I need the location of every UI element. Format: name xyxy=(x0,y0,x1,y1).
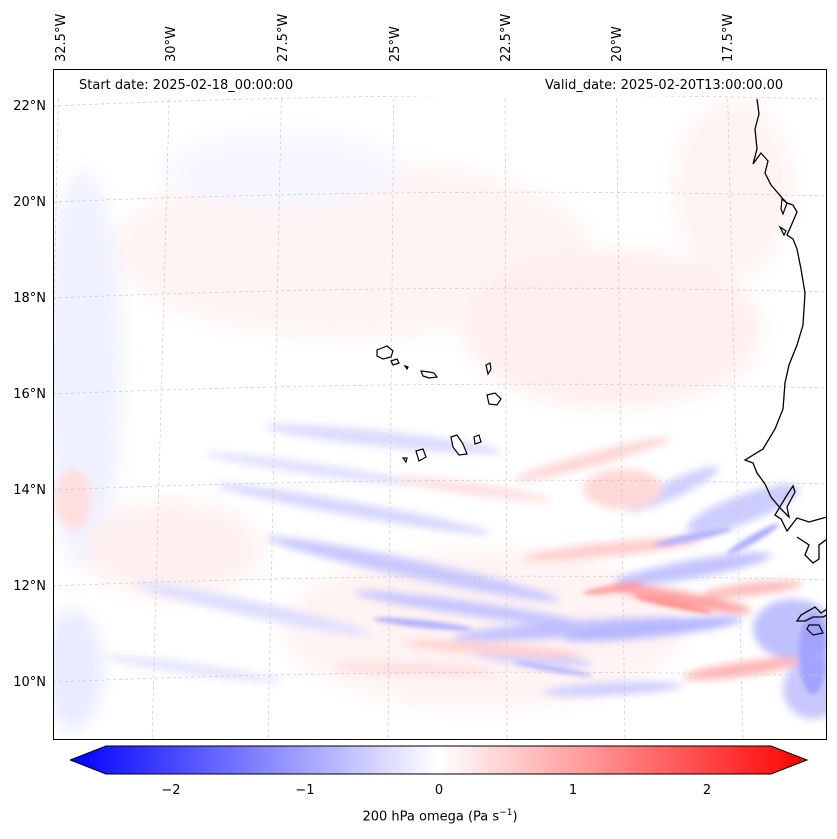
lon-label-22-5w: 22.5°W xyxy=(499,13,514,62)
lon-label-27-5w: 27.5°W xyxy=(276,13,291,62)
colorbar-tick-neg1: −1 xyxy=(295,783,315,798)
omega-field-bands xyxy=(55,424,827,719)
valid-date-label: Valid_date: 2025-02-20T13:00:00.00 xyxy=(545,78,784,93)
lat-label-20n: 20°N xyxy=(13,195,46,210)
omega-map xyxy=(53,69,827,740)
lat-label-16n: 16°N xyxy=(13,387,46,402)
colorbar-tick-2: 2 xyxy=(702,783,712,798)
start-date-label: Start date: 2025-02-18_00:00:00 xyxy=(79,78,294,93)
lon-label-32-5w: 32.5°W xyxy=(54,13,69,62)
lat-label-10n: 10°N xyxy=(13,675,46,690)
coast-islet xyxy=(778,197,824,636)
omega-field-broad xyxy=(53,99,793,729)
lat-label-22n: 22°N xyxy=(13,99,46,114)
header-strip xyxy=(53,69,827,96)
colorbar-label-close: ) xyxy=(512,809,518,825)
lon-label-17-5w: 17.5°W xyxy=(721,13,736,62)
map-border xyxy=(53,69,827,740)
colorbar-label-exponent: −1 xyxy=(499,808,513,818)
colorbar-tick-1: 1 xyxy=(568,783,578,798)
omega-field-detail xyxy=(373,523,827,694)
cape-verde-islands xyxy=(376,345,502,464)
colorbar-gradient xyxy=(70,745,809,775)
colorbar-tick-neg2: −2 xyxy=(161,783,181,798)
colorbar-label: 200 hPa omega (Pa s−1) xyxy=(0,808,837,824)
colorbar-tick-0: 0 xyxy=(434,783,444,798)
lat-label-18n: 18°N xyxy=(13,291,46,306)
lat-label-14n: 14°N xyxy=(13,483,46,498)
colorbar xyxy=(70,745,809,775)
gridlines xyxy=(53,69,827,740)
lon-label-25w: 25°W xyxy=(388,26,403,62)
africa-coastline xyxy=(743,98,827,622)
lon-label-30w: 30°W xyxy=(164,26,179,62)
lon-label-20w: 20°W xyxy=(610,26,625,62)
lat-label-12n: 12°N xyxy=(13,579,46,594)
colorbar-label-text: 200 hPa omega (Pa s xyxy=(362,809,500,825)
